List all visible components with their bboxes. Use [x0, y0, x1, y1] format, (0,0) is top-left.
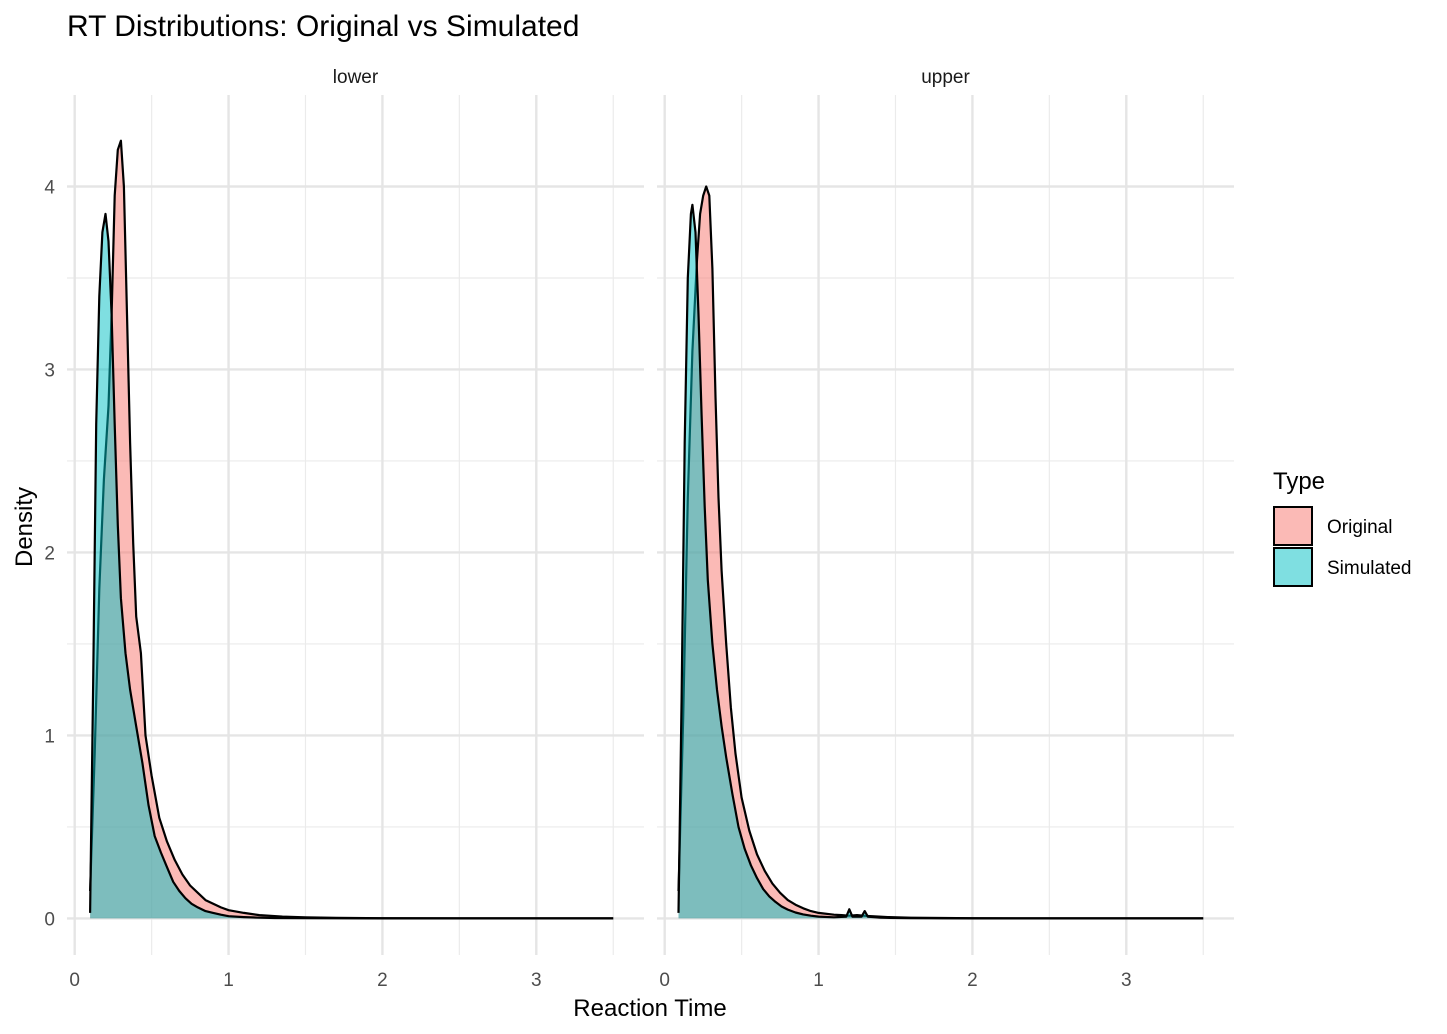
- x-tick-label: 0: [659, 970, 670, 991]
- panel-lower: lower 0 1 2 3 0 1 2 3 4: [44, 67, 644, 991]
- legend-items: Original Simulated: [1273, 506, 1412, 587]
- panel-upper: upper 0 1 2 3: [657, 67, 1234, 991]
- y-tick-label: 4: [44, 177, 55, 198]
- x-axis-title: Reaction Time: [573, 995, 726, 1022]
- density-area-simulated: [678, 204, 1204, 919]
- density-line-simulated: [677, 203, 1204, 920]
- legend-title: Type: [1273, 468, 1325, 495]
- x-tick-label: 2: [377, 970, 388, 991]
- facet-panels: lower 0 1 2 3 0 1 2 3 4 upper 0 1 2 3: [44, 67, 1234, 991]
- x-tick-label: 3: [531, 970, 542, 991]
- y-tick-label: 2: [44, 543, 55, 564]
- x-tick-label: 0: [69, 970, 80, 991]
- legend-key-original: [1273, 506, 1313, 546]
- density-area-original: [90, 140, 614, 919]
- y-axis-title: Density: [11, 487, 38, 567]
- facet-strip-label: upper: [921, 67, 970, 88]
- legend: Type Original Simulated: [1273, 468, 1412, 587]
- y-tick-label: 3: [44, 360, 55, 381]
- legend-key-simulated: [1273, 547, 1313, 587]
- density-line-original: [89, 139, 614, 920]
- legend-label-simulated: Simulated: [1327, 558, 1412, 579]
- x-tick-label: 3: [1121, 970, 1132, 991]
- x-tick-label: 2: [967, 970, 978, 991]
- density-area-simulated: [90, 213, 614, 919]
- y-tick-label: 0: [44, 909, 55, 930]
- density-line-simulated: [89, 212, 614, 920]
- facet-strip-label: lower: [333, 67, 379, 88]
- legend-label-original: Original: [1327, 517, 1392, 538]
- y-tick-label: 1: [44, 726, 55, 747]
- x-tick-label: 1: [813, 970, 824, 991]
- x-tick-label: 1: [223, 970, 234, 991]
- chart-title: RT Distributions: Original vs Simulated: [67, 10, 579, 43]
